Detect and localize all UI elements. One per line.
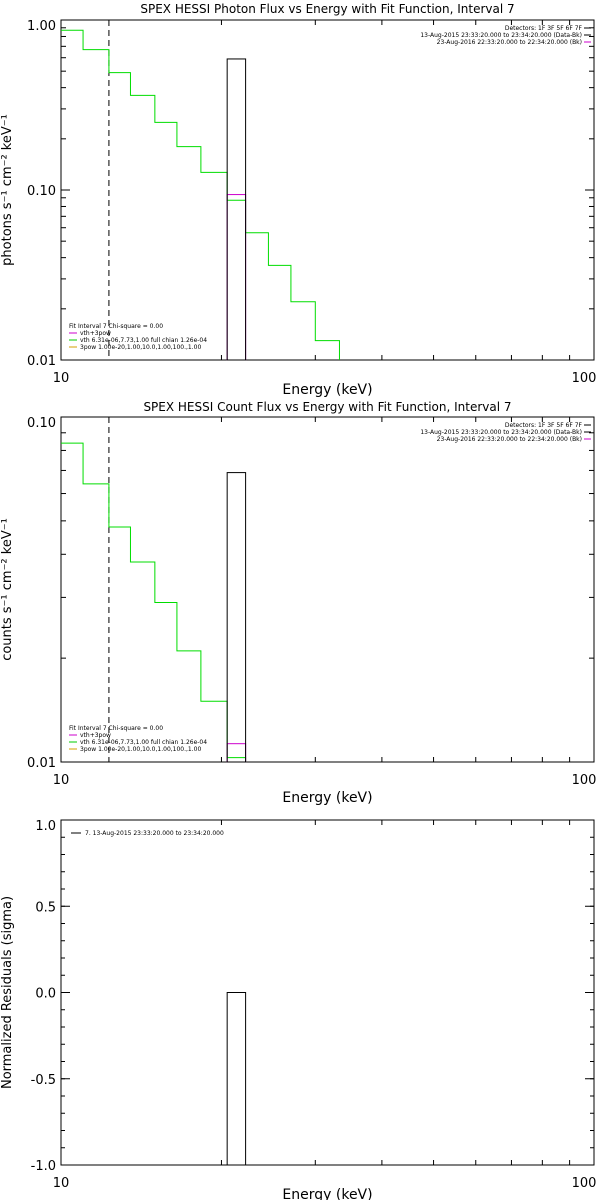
fit-legend-text: vth+3pow (80, 330, 111, 337)
y-axis-label: Normalized Residuals (sigma) (0, 896, 15, 1089)
fit-legend-text: 3pow 1.00e-20,1.00,10.0,1.00,100.,1.00 (80, 746, 201, 753)
series-vth (61, 442, 247, 762)
chart-title: SPEX HESSI Count Flux vs Energy with Fit… (143, 400, 511, 414)
y-tick-label: 1.0 (35, 819, 56, 834)
chart-panel-1: 10 100 0.01 0.10 1.00 SPEX HESSI Photon Flux … (0, 2, 596, 398)
x-tick-label: 100 (572, 773, 597, 788)
plot-frame (60, 19, 595, 361)
chart-title: SPEX HESSI Photon Flux vs Energy with Fi… (140, 2, 514, 16)
y-tick-label: 0.10 (27, 184, 56, 199)
x-tick-label: 100 (572, 371, 597, 386)
info-text: 7. 13-Aug-2015 23:33:20.000 to 23:34:20.… (85, 830, 224, 837)
x-tick-label: 100 (572, 1176, 597, 1191)
fit-legend-text: 3pow 1.00e-20,1.00,10.0,1.00,100.,1.00 (80, 344, 201, 351)
series-vth (61, 29, 340, 360)
fit-legend-text: vth+3pow (80, 732, 111, 739)
y-tick-label: 0.10 (27, 416, 56, 431)
bar-data-bk (226, 472, 247, 763)
x-tick-label: 10 (53, 1176, 70, 1191)
chart-panel-3: 10 100 1.0 0.5 0.0 -0.5 -1.0 Energy (keV) Normal… (0, 819, 596, 1200)
info-text: 13-Aug-2015 23:33:20.000 to 23:34:20.000… (420, 429, 582, 436)
y-axis-label: counts s⁻¹ cm⁻² keV⁻¹ (0, 518, 15, 661)
bar-data-bk (226, 58, 247, 361)
x-axis-label: Energy (keV) (282, 790, 372, 806)
x-tick-label: 10 (53, 371, 70, 386)
fit-legend-text: Fit Interval 7 Chi-square = 0.00 (69, 725, 163, 732)
y-tick-label: 0.01 (27, 756, 56, 771)
bar-residual (226, 992, 247, 1166)
chart-panel-2: 10 100 0.01 0.10 SPEX HESSI Count Flux vs En… (0, 400, 596, 806)
y-axis-label: photons s⁻¹ cm⁻² keV⁻¹ (0, 114, 15, 266)
info-text: 13-Aug-2015 23:33:20.000 to 23:34:20.000… (420, 32, 582, 39)
y-tick-label: 1.00 (27, 19, 56, 34)
x-tick-label: 10 (53, 773, 70, 788)
info-text: 23-Aug-2016 22:33:20.000 to 22:34:20.000… (437, 436, 582, 443)
info-text: Detectors: 1F 3F 5F 6F 7F (505, 25, 583, 32)
fit-legend-text: vth 6.31e-06,7.73,1.00 full chian 1.26e-… (80, 337, 207, 344)
y-tick-label: 0.5 (35, 900, 56, 915)
x-axis-label: Energy (keV) (282, 1187, 372, 1200)
y-tick-label: 0.01 (27, 354, 56, 369)
info-text: 23-Aug-2016 22:33:20.000 to 22:34:20.000… (437, 39, 582, 46)
y-tick-label: 0.0 (35, 987, 56, 1002)
bar-vth-3pow (226, 743, 247, 763)
x-axis-label: Energy (keV) (282, 382, 372, 398)
y-tick-label: -0.5 (31, 1073, 56, 1088)
fit-legend-text: Fit Interval 7 Chi-square = 0.00 (69, 323, 163, 330)
plot-frame (60, 819, 595, 1166)
info-text: Detectors: 1F 3F 5F 6F 7F (505, 422, 583, 429)
y-tick-label: -1.0 (31, 1159, 56, 1174)
fit-legend-text: vth 6.31e-06,7.73,1.00 full chian 1.26e-… (80, 739, 207, 746)
plot-frame (60, 416, 595, 763)
bar-vth-3pow (226, 194, 247, 361)
